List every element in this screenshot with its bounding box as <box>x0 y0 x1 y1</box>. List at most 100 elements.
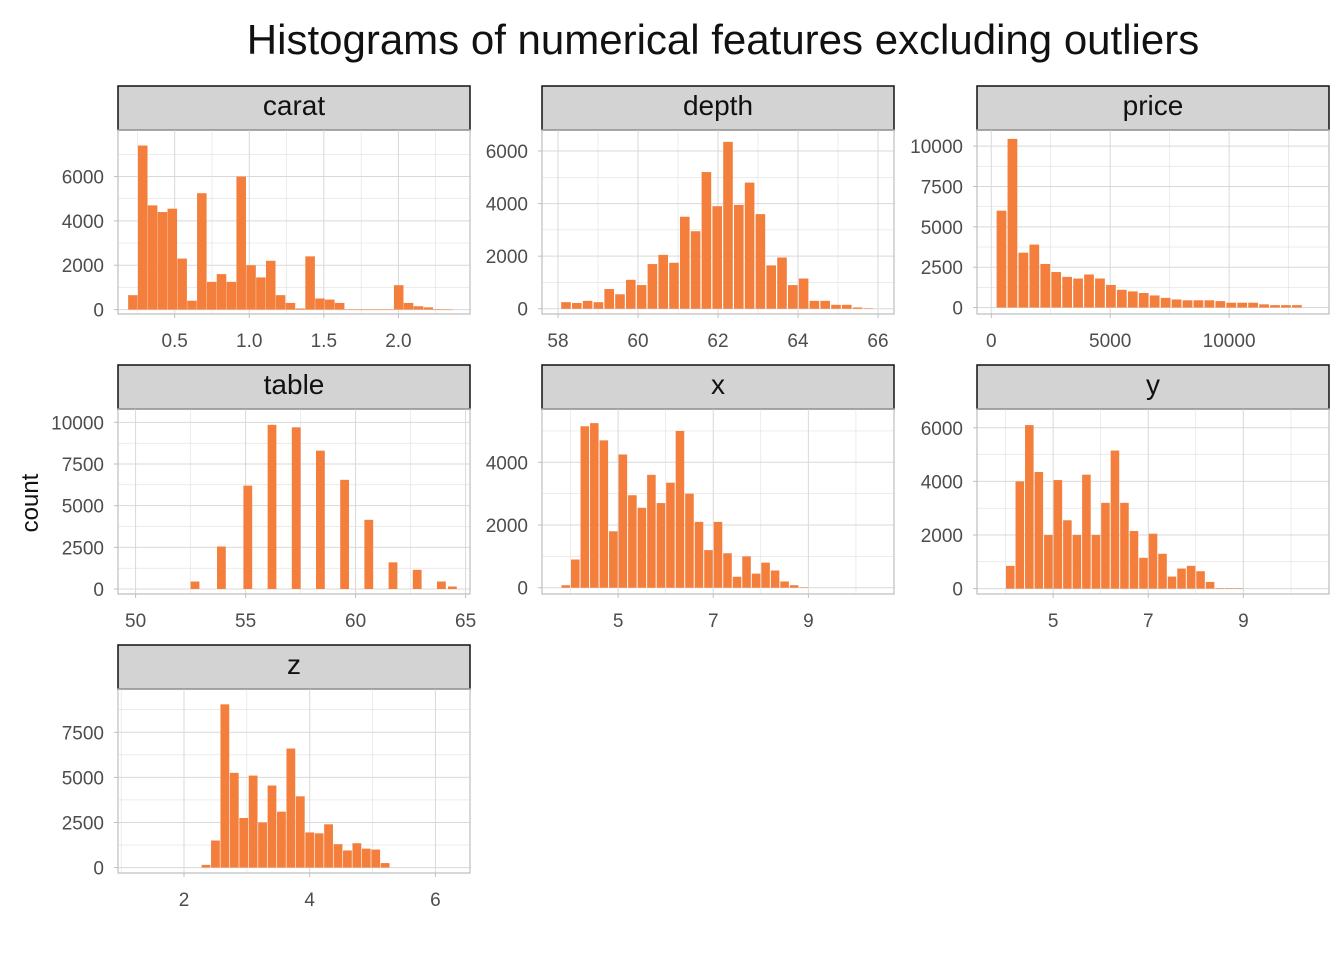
histogram-bar <box>437 581 446 589</box>
histogram-bar <box>1196 571 1205 589</box>
x-tick-label: 0 <box>986 331 997 352</box>
histogram-bar <box>340 479 349 589</box>
x-tick-label: 55 <box>235 611 256 632</box>
x-tick-label: 5000 <box>1089 331 1131 352</box>
histogram-bar <box>593 302 604 309</box>
histogram-bar <box>1224 588 1234 589</box>
x-tick-label: 58 <box>547 331 568 352</box>
histogram-bar <box>187 300 197 310</box>
facet-x: x 5 7 9 0 2000 4000 <box>486 364 895 632</box>
x-tick-label: 60 <box>627 331 648 352</box>
histogram-bar <box>636 285 647 309</box>
facet-z: z 2 4 6 0 2500 5000 7500 <box>62 644 471 911</box>
facet-label-price: price <box>1123 90 1184 121</box>
histogram-bar <box>433 309 443 310</box>
histogram-bar <box>755 214 766 309</box>
histogram-bar <box>167 208 178 310</box>
histogram-bar <box>647 474 656 588</box>
x-tick-label: 64 <box>787 331 809 352</box>
histogram-bar <box>384 309 394 311</box>
y-tick-label: 0 <box>517 300 528 321</box>
histogram-bar <box>1084 274 1094 308</box>
histogram-bar <box>361 848 371 868</box>
histogram-bar <box>580 426 590 588</box>
histogram-bar <box>1177 568 1186 589</box>
facet-price: price 0 5000 10000 0 2500 5000 7500 10000 <box>910 85 1330 352</box>
histogram-bar <box>211 840 220 868</box>
x-tick-label: 50 <box>125 611 146 632</box>
histogram-bar <box>364 519 374 589</box>
y-tick-label: 2500 <box>62 813 104 834</box>
x-tick-label: 1.0 <box>236 331 262 352</box>
histogram-bar <box>147 205 158 310</box>
histogram-bar <box>789 585 799 588</box>
histogram-bar <box>216 274 227 310</box>
histogram-bar <box>831 304 841 309</box>
histogram-bar <box>1007 138 1018 308</box>
y-tick-label: 6000 <box>486 142 528 163</box>
y-tick-label: 6000 <box>921 419 963 440</box>
histogram-bar <box>863 308 874 309</box>
histogram-bar <box>277 811 286 868</box>
histogram-bar <box>618 454 628 588</box>
histogram-bar <box>1226 302 1237 308</box>
histogram-bar <box>1072 535 1082 589</box>
x-tick-label: 10000 <box>1203 331 1256 352</box>
histogram-bar <box>1018 252 1029 308</box>
y-axis-label: count <box>17 473 44 532</box>
facet-label-z: z <box>287 649 301 680</box>
facet-y: y 5 7 9 0 2000 4000 6000 <box>921 364 1330 632</box>
histogram-bar <box>1204 300 1215 308</box>
y-tick-label: 0 <box>93 301 104 322</box>
histogram-bar <box>1215 588 1224 589</box>
histogram-bar <box>1149 295 1160 308</box>
histogram-bar <box>798 278 809 309</box>
histogram-bar <box>723 553 732 588</box>
histogram-bar <box>354 309 365 311</box>
panel-border <box>541 408 895 595</box>
histogram-bar <box>316 450 325 589</box>
histogram-bar <box>1120 502 1129 589</box>
histogram-bar <box>1138 293 1149 308</box>
y-tick-label: 5000 <box>62 768 104 789</box>
y-tick-label: 7500 <box>62 455 104 476</box>
x-tick-label: 0.5 <box>161 331 187 352</box>
y-tick-label: 7500 <box>62 723 104 744</box>
histogram-bar <box>1281 305 1291 308</box>
histogram-bar <box>1051 272 1062 308</box>
x-tick-label: 2.0 <box>385 331 411 352</box>
histogram-bar <box>267 424 277 589</box>
histogram-bar <box>647 264 658 309</box>
y-tick-label: 2500 <box>921 258 963 279</box>
panel-border <box>117 408 471 595</box>
histogram-bar <box>226 281 237 310</box>
histogram-bar <box>229 772 239 868</box>
histogram-bar <box>256 277 266 310</box>
histogram-bar <box>1029 244 1040 308</box>
histogram-bar <box>628 495 637 588</box>
histogram-bar <box>766 265 776 309</box>
histogram-bar <box>777 257 787 309</box>
histogram-bar <box>423 307 434 310</box>
histogram-bar <box>1025 425 1034 589</box>
histogram-bar <box>239 817 249 868</box>
histogram-bar <box>305 832 315 868</box>
histogram-bar <box>723 141 733 309</box>
facet-label-carat: carat <box>263 90 325 121</box>
histogram-bar <box>393 285 404 310</box>
histogram-bar <box>286 748 296 868</box>
histogram-bar <box>694 521 704 588</box>
histogram-bar <box>1171 299 1182 308</box>
histogram-bar <box>1270 305 1280 308</box>
x-tick-label: 60 <box>345 611 366 632</box>
histogram-bar <box>1234 588 1243 589</box>
histogram-bar <box>780 581 789 588</box>
histogram-bar <box>1160 297 1171 308</box>
facet-strip-depth <box>541 85 895 131</box>
histogram-bar <box>285 302 296 310</box>
histogram-bar <box>712 206 722 309</box>
chart-title: Histograms of numerical features excludi… <box>247 16 1199 63</box>
x-tick-label: 7 <box>1143 611 1154 632</box>
x-tick-label: 4 <box>304 890 315 911</box>
